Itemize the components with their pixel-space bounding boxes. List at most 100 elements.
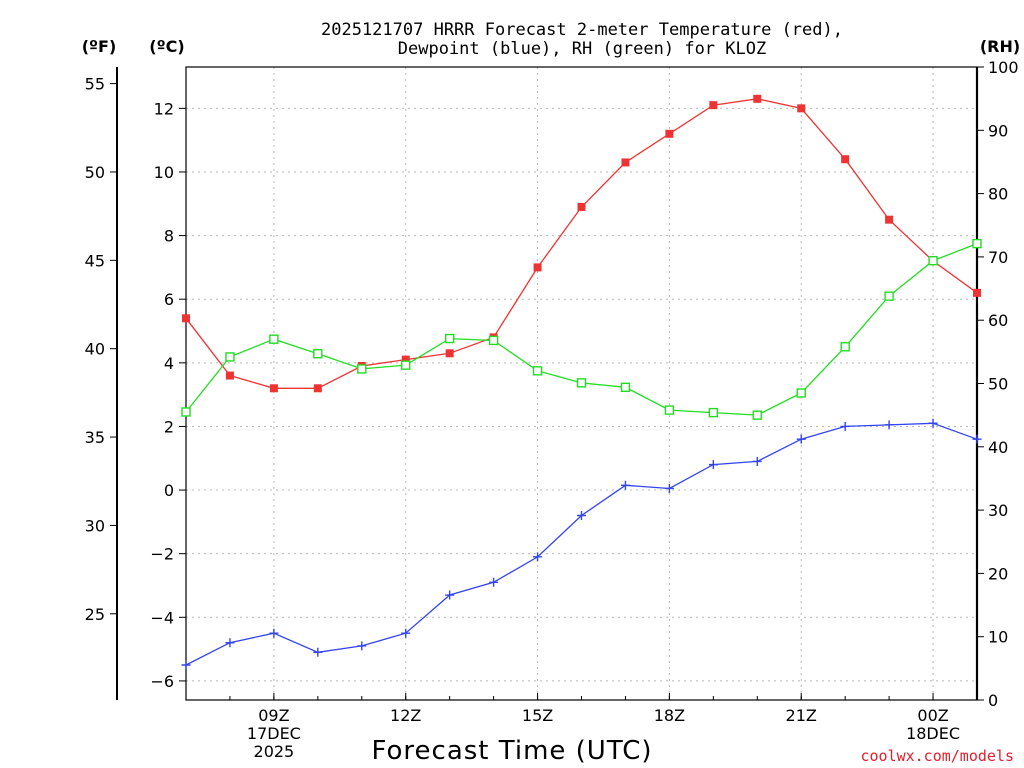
x-tick-label: 12Z bbox=[390, 706, 421, 725]
dewpoint-point bbox=[357, 641, 367, 651]
dewpoint-point bbox=[445, 590, 455, 600]
rh-point bbox=[884, 291, 894, 301]
temperature-point bbox=[665, 129, 674, 138]
temperature-line bbox=[185, 98, 978, 389]
x-tick-label: 17DEC bbox=[247, 724, 301, 743]
source-credit: coolwx.com/models bbox=[860, 747, 1014, 765]
dewpoint-point bbox=[577, 511, 586, 521]
dewpoint-point bbox=[225, 638, 235, 648]
dewpoint-point bbox=[401, 628, 411, 638]
temperature-point bbox=[753, 94, 762, 103]
rh-point bbox=[401, 360, 411, 370]
fahrenheit-tick-label: 55 bbox=[85, 75, 105, 94]
temperature-point bbox=[269, 384, 278, 393]
rh-tick-label: 80 bbox=[988, 185, 1008, 204]
celsius-tick-label: 0 bbox=[164, 481, 174, 500]
fahrenheit-tick-label: 40 bbox=[85, 340, 105, 359]
dewpoint-point bbox=[181, 660, 191, 670]
rh-point bbox=[664, 405, 675, 415]
dewpoint-line bbox=[185, 422, 978, 666]
rh-point bbox=[357, 364, 367, 374]
celsius-tick-label: 4 bbox=[164, 354, 174, 373]
temperature-point bbox=[225, 371, 234, 380]
rh-point bbox=[752, 410, 762, 420]
celsius-tick-label: 6 bbox=[164, 290, 174, 309]
rh-point bbox=[576, 378, 587, 388]
celsius-tick-label: −6 bbox=[150, 672, 174, 691]
fahrenheit-tick-label: 50 bbox=[85, 163, 105, 182]
rh-tick-label: 60 bbox=[988, 311, 1008, 330]
celsius-tick-label: −2 bbox=[150, 545, 174, 564]
temperature-point bbox=[709, 101, 718, 110]
temperature-point bbox=[182, 314, 190, 323]
rh-point bbox=[620, 382, 631, 392]
rh-tick-label: 100 bbox=[988, 58, 1019, 77]
rh-point bbox=[181, 407, 191, 417]
rh-tick-label: 40 bbox=[988, 438, 1008, 457]
dewpoint-point bbox=[664, 483, 674, 493]
rh-point bbox=[840, 342, 850, 352]
rh-tick-label: 90 bbox=[988, 121, 1008, 140]
celsius-tick-label: 8 bbox=[164, 227, 174, 246]
temperature-point bbox=[445, 349, 454, 358]
rh-tick-label: 0 bbox=[988, 691, 998, 710]
rh-point bbox=[972, 238, 982, 249]
dewpoint-point bbox=[620, 480, 630, 490]
rh-point bbox=[269, 334, 279, 344]
temperature-point bbox=[841, 155, 850, 164]
temperature-point bbox=[797, 104, 806, 113]
temperature-point bbox=[313, 384, 322, 393]
celsius-tick-label: −4 bbox=[150, 608, 174, 627]
dewpoint-point bbox=[928, 418, 938, 428]
dewpoint-point bbox=[840, 421, 850, 431]
temperature-point bbox=[577, 202, 586, 211]
celsius-tick-label: 2 bbox=[164, 417, 174, 436]
temperature-point bbox=[401, 355, 410, 364]
x-axis-label: Forecast Time (UTC) bbox=[371, 736, 652, 766]
x-tick-label: 21Z bbox=[786, 706, 817, 725]
celsius-tick-label: 12 bbox=[154, 99, 174, 118]
fahrenheit-tick-label: 25 bbox=[85, 605, 105, 624]
fahrenheit-tick-label: 45 bbox=[85, 251, 105, 270]
rh-point bbox=[928, 255, 938, 266]
x-tick-label: 2025 bbox=[254, 742, 295, 761]
rh-point bbox=[488, 335, 499, 346]
rh-line bbox=[185, 242, 978, 416]
fahrenheit-unit-label: (ºF) bbox=[82, 37, 117, 56]
rh-tick-label: 50 bbox=[988, 375, 1008, 394]
dewpoint-point bbox=[313, 647, 323, 657]
rh-point bbox=[796, 388, 806, 398]
dewpoint-point bbox=[489, 577, 499, 587]
rh-tick-label: 10 bbox=[988, 628, 1008, 647]
x-tick-label: 00Z bbox=[917, 706, 948, 725]
temperature-point bbox=[533, 263, 542, 272]
rh-point bbox=[444, 333, 455, 344]
dewpoint-point bbox=[796, 434, 806, 444]
rh-point bbox=[532, 366, 543, 376]
fahrenheit-tick-label: 30 bbox=[85, 516, 105, 535]
dewpoint-point bbox=[533, 552, 543, 562]
rh-point bbox=[313, 349, 323, 359]
dewpoint-point bbox=[972, 434, 982, 444]
x-tick-label: 09Z bbox=[258, 706, 289, 725]
temperature-point bbox=[885, 215, 894, 224]
dewpoint-point bbox=[708, 460, 718, 470]
rh-point bbox=[225, 352, 235, 362]
tick-labels: −6 −4 −2 0 2 4 6 8 10 12 25 30 35 40 45 50 55 0 10 20 30 40 50… bbox=[85, 58, 1019, 761]
axes bbox=[110, 66, 984, 701]
fahrenheit-tick-label: 35 bbox=[85, 428, 105, 447]
dewpoint-point bbox=[884, 420, 894, 430]
chart-title-line1: 2025121707 HRRR Forecast 2-meter Tempera… bbox=[321, 20, 843, 40]
chart-title-line2: Dewpoint (blue), RH (green) for KLOZ bbox=[398, 39, 766, 59]
celsius-unit-label: (ºC) bbox=[149, 37, 184, 56]
celsius-tick-label: 10 bbox=[154, 163, 174, 182]
x-tick-label: 18DEC bbox=[906, 724, 960, 743]
rh-point bbox=[708, 407, 719, 418]
rh-tick-label: 30 bbox=[988, 501, 1008, 520]
rh-unit-label: (RH) bbox=[980, 37, 1020, 56]
x-tick-label: 15Z bbox=[522, 706, 553, 725]
rh-tick-label: 20 bbox=[988, 564, 1008, 583]
rh-tick-label: 70 bbox=[988, 248, 1008, 267]
temperature-point bbox=[973, 288, 981, 297]
